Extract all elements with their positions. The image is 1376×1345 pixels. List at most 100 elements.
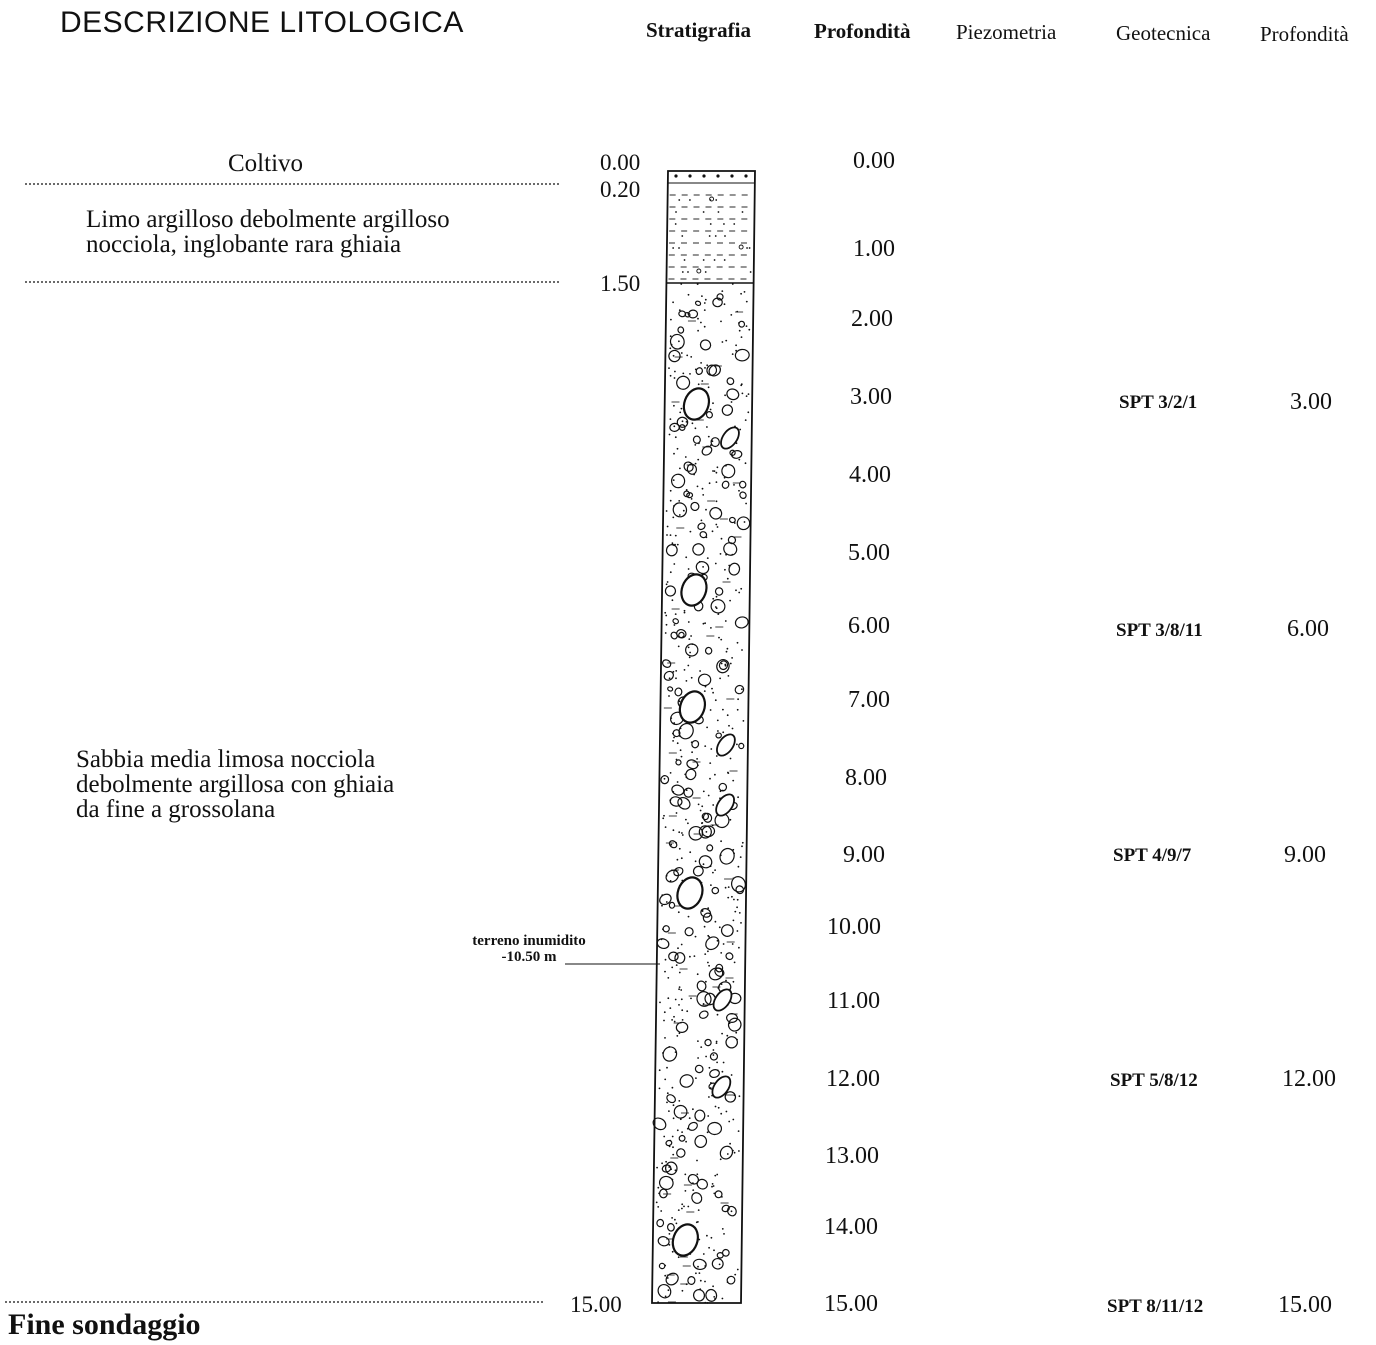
gravel-clast xyxy=(671,473,686,489)
gravel-clast xyxy=(718,660,729,671)
gravel-clast xyxy=(668,901,676,909)
sand-dot xyxy=(668,1166,671,1168)
sand-dot xyxy=(698,1272,701,1274)
sand-dot xyxy=(706,364,709,367)
sand-dot xyxy=(694,444,697,446)
sand-dot xyxy=(715,1040,718,1043)
layer-description-limo: Limo argilloso debolmente argilloso nocc… xyxy=(86,206,450,258)
sand-dot xyxy=(678,1004,680,1006)
sand-dot xyxy=(697,1057,699,1059)
sand-dot xyxy=(710,748,713,750)
sand-dot xyxy=(669,534,672,536)
sand-dot xyxy=(705,831,708,833)
gravel-clast xyxy=(692,1289,706,1302)
sand-dot xyxy=(727,896,730,899)
gravel-clast xyxy=(687,309,699,319)
silt-pebble xyxy=(709,196,715,202)
sand-dot xyxy=(713,470,716,472)
sand-dot xyxy=(685,818,687,821)
sand-dot xyxy=(727,771,729,774)
gravel-clast xyxy=(708,967,724,981)
sand-dot xyxy=(678,986,681,988)
gravel-clast xyxy=(672,502,688,518)
silt-dot xyxy=(746,247,748,249)
sand-dot xyxy=(668,1110,670,1112)
gravel-clast xyxy=(720,924,734,937)
sand-dot xyxy=(671,1135,674,1138)
sand-dot xyxy=(662,817,665,820)
gravel-clast xyxy=(687,1121,698,1131)
silt-dot xyxy=(678,199,681,201)
sand-dot xyxy=(672,1146,674,1149)
sand-dot xyxy=(674,534,677,537)
sand-dot xyxy=(720,320,722,323)
section-title: DESCRIZIONE LITOLOGICA xyxy=(60,6,464,39)
sand-dot xyxy=(736,906,738,909)
sand-dot xyxy=(715,523,718,526)
sand-dot xyxy=(673,624,676,626)
sand-dot xyxy=(724,886,727,889)
gravel-clast xyxy=(738,742,745,750)
sand-dot xyxy=(703,302,706,304)
sand-dot xyxy=(724,620,727,622)
gravel-clast xyxy=(678,631,685,639)
sand-dot xyxy=(697,1265,699,1268)
gravel-clast xyxy=(726,388,740,401)
sand-dot xyxy=(671,1217,673,1219)
sand-dot xyxy=(688,1117,691,1119)
gravel-clast xyxy=(721,480,730,489)
sand-dot xyxy=(723,303,726,306)
gravel-clast xyxy=(709,507,723,520)
sand-dot xyxy=(721,341,724,343)
sand-dot xyxy=(670,318,672,321)
sand-dot xyxy=(710,627,712,629)
sand-dot xyxy=(699,1279,702,1282)
sand-dot xyxy=(733,961,736,964)
sand-dot xyxy=(660,1210,663,1212)
sand-dot xyxy=(731,657,733,659)
sand-dot xyxy=(702,790,705,793)
sand-dot xyxy=(711,687,713,690)
sand-dot xyxy=(737,698,739,701)
sand-dot xyxy=(665,583,668,586)
sand-dot xyxy=(701,295,703,297)
sand-dot xyxy=(715,471,718,474)
gravel-clast xyxy=(676,375,691,390)
sand-dot xyxy=(675,670,678,672)
silt-dot xyxy=(687,271,689,273)
sand-dot xyxy=(741,845,743,848)
silt-dot xyxy=(678,247,680,249)
sand-dot xyxy=(658,1069,661,1072)
sand-dot xyxy=(687,822,689,825)
spt-test-label: SPT 4/9/7 xyxy=(1113,845,1192,866)
sand-dot xyxy=(703,309,706,311)
sand-dot xyxy=(702,622,705,625)
gravel-clast xyxy=(723,542,738,556)
gravel-clast xyxy=(661,1164,672,1173)
gravel-clast xyxy=(683,787,694,798)
gravel-clast xyxy=(709,1069,720,1079)
gravel-clast xyxy=(683,461,694,472)
depth-scale-label: 5.00 xyxy=(848,540,890,566)
sand-dot xyxy=(720,1112,723,1115)
gravel-clast xyxy=(672,729,681,738)
gravel-clast xyxy=(656,1218,665,1228)
sand-dot xyxy=(681,832,683,834)
elongated-clast xyxy=(716,733,736,757)
sand-dot xyxy=(668,433,671,436)
layer-boundary-depth: 0.20 xyxy=(600,177,641,202)
sand-dot xyxy=(697,329,699,332)
layer-top-depth: 0.00 xyxy=(600,150,641,175)
gravel-clast xyxy=(696,980,707,992)
sand-dot xyxy=(706,557,709,559)
silt-dot xyxy=(715,199,718,201)
sand-dot xyxy=(669,499,672,502)
sand-dot xyxy=(703,690,706,692)
gravel-clast xyxy=(668,349,681,363)
gravel-clast xyxy=(697,522,706,531)
column-header-piezometria: Piezometria xyxy=(956,20,1057,44)
sand-dot xyxy=(714,562,717,565)
gravel-clast xyxy=(672,618,680,625)
sand-dot xyxy=(664,958,667,961)
gravel-clast xyxy=(726,377,735,386)
